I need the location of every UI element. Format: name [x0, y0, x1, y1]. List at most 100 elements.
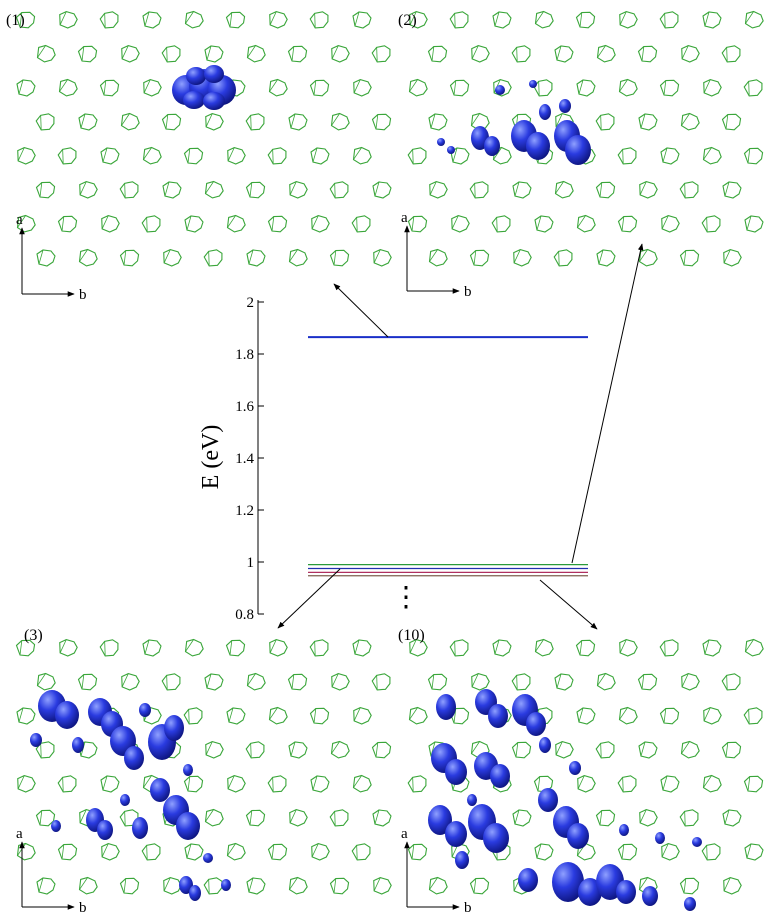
- molecule-ring: [638, 113, 658, 131]
- panel-1: (1) a b: [6, 9, 394, 303]
- orbital-density: [172, 65, 236, 110]
- axis-b-label: b: [79, 900, 87, 916]
- molecule-ring: [140, 145, 164, 167]
- molecule-ring: [184, 215, 204, 233]
- molecule-ring: [15, 774, 37, 794]
- molecule-ring: [510, 671, 534, 693]
- molecule-ring: [637, 44, 659, 64]
- molecule-ring: [77, 180, 99, 200]
- molecule-ring: [287, 44, 309, 64]
- molecule-ring: [350, 213, 374, 235]
- molecule-ring: [721, 248, 743, 268]
- molecule-ring: [76, 875, 100, 897]
- molecule-ring: [594, 739, 618, 761]
- molecule-ring: [266, 77, 290, 99]
- molecule-ring: [637, 180, 659, 200]
- molecule-ring: [743, 774, 765, 794]
- molecule-ring: [14, 841, 38, 863]
- molecule-ring: [553, 740, 575, 760]
- molecule-ring: [659, 706, 681, 726]
- molecule-ring: [329, 876, 351, 896]
- molecule-ring: [742, 637, 766, 659]
- molecule-ring: [244, 111, 268, 133]
- molecule-ring: [595, 180, 617, 200]
- molecule-ring: [371, 740, 393, 760]
- energy-tick-label: 1.8: [235, 347, 254, 363]
- orbital-density: [30, 690, 231, 901]
- molecule-ring: [510, 43, 534, 65]
- molecule-ring: [616, 77, 640, 99]
- molecule-ring: [449, 78, 471, 98]
- molecule-ring: [407, 214, 429, 234]
- molecule-ring: [371, 248, 393, 268]
- molecule-ring: [351, 706, 373, 726]
- molecule-ring: [225, 638, 247, 658]
- molecule-ring: [594, 671, 618, 693]
- molecule-ring: [511, 740, 533, 760]
- molecule-ring: [183, 774, 205, 794]
- molecule-ring: [309, 214, 331, 234]
- molecule-ring: [119, 248, 141, 268]
- arrow-to-panel-10: [539, 579, 598, 630]
- molecule-ring: [701, 706, 723, 726]
- molecule-ring: [594, 43, 618, 65]
- molecule-ring: [350, 841, 374, 863]
- molecule-ring: [184, 843, 204, 861]
- molecule-ring: [203, 740, 225, 760]
- molecule-ring: [244, 671, 268, 693]
- panel-label: (2): [398, 12, 417, 29]
- molecule-ring: [328, 807, 352, 829]
- molecule-ring: [617, 214, 639, 234]
- molecule-ring: [160, 671, 184, 693]
- molecule-ring: [244, 43, 268, 65]
- molecule-ring: [660, 147, 680, 165]
- molecule-ring: [15, 146, 37, 166]
- molecule-ring: [56, 145, 80, 167]
- molecule-ring: [226, 707, 246, 725]
- molecule-ring: [552, 247, 576, 269]
- lattice-axes: a b: [401, 210, 472, 300]
- molecule-ring: [57, 214, 79, 234]
- molecule-ring: [182, 637, 206, 659]
- molecule-ring: [310, 775, 330, 793]
- molecule-ring: [638, 741, 658, 759]
- molecule-ring: [35, 180, 57, 200]
- arrow-to-panel-2: [571, 243, 644, 564]
- molecule-ring: [204, 673, 224, 691]
- molecule-ring: [162, 181, 182, 199]
- molecule-ring: [721, 112, 743, 132]
- molecule-ring: [287, 672, 309, 692]
- molecule-ring: [406, 773, 430, 795]
- molecule-ring: [352, 11, 372, 29]
- molecule-ring: [637, 808, 659, 828]
- energy-levels: [308, 336, 588, 577]
- molecule-ring: [118, 111, 142, 133]
- molecule-ring: [469, 248, 491, 268]
- molecule-ring: [532, 637, 556, 659]
- molecule-ring: [266, 145, 290, 167]
- molecule-ring: [448, 9, 472, 31]
- energy-tick-label: 1.2: [235, 503, 254, 519]
- molecule-ring: [77, 44, 99, 64]
- molecule-ring: [57, 842, 79, 862]
- molecule-ring: [78, 113, 98, 131]
- molecule-ring: [407, 842, 429, 862]
- molecule-ring: [329, 44, 351, 64]
- molecule-ring: [309, 78, 331, 98]
- energy-tick-label: 2: [247, 295, 255, 311]
- molecule-ring: [351, 78, 373, 98]
- panel-label: (10): [398, 627, 425, 644]
- molecule-ring: [428, 113, 448, 131]
- molecule-ring: [204, 45, 224, 63]
- molecule-ring: [679, 44, 701, 64]
- axis-a-label: a: [16, 212, 23, 228]
- molecule-ring: [16, 79, 36, 97]
- molecule-ring: [700, 213, 724, 235]
- molecule-ring: [288, 113, 308, 131]
- molecule-ring: [427, 44, 449, 64]
- molecule-ring: [225, 146, 247, 166]
- molecule-ring: [742, 77, 766, 99]
- panel-10: (10) a b: [398, 627, 766, 916]
- molecule-ring: [328, 179, 352, 201]
- molecule-ring: [702, 639, 722, 657]
